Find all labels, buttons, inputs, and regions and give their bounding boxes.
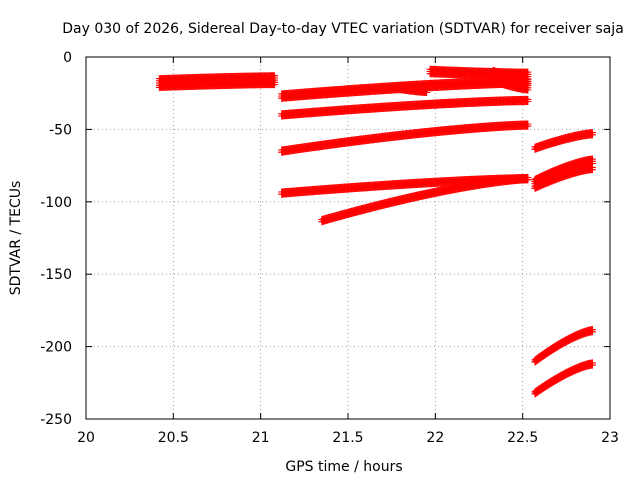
series-arc-13	[531, 326, 597, 366]
data-point	[271, 81, 279, 89]
data-points	[155, 65, 597, 398]
series-arc-4	[278, 120, 532, 156]
series-arc-1	[155, 72, 279, 91]
series-arc-3	[278, 95, 532, 120]
chart-title: Day 030 of 2026, Sidereal Day-to-day VTE…	[62, 21, 624, 37]
series-arc-14	[531, 359, 597, 398]
series-arc-10	[531, 129, 597, 153]
data-point	[524, 98, 532, 106]
